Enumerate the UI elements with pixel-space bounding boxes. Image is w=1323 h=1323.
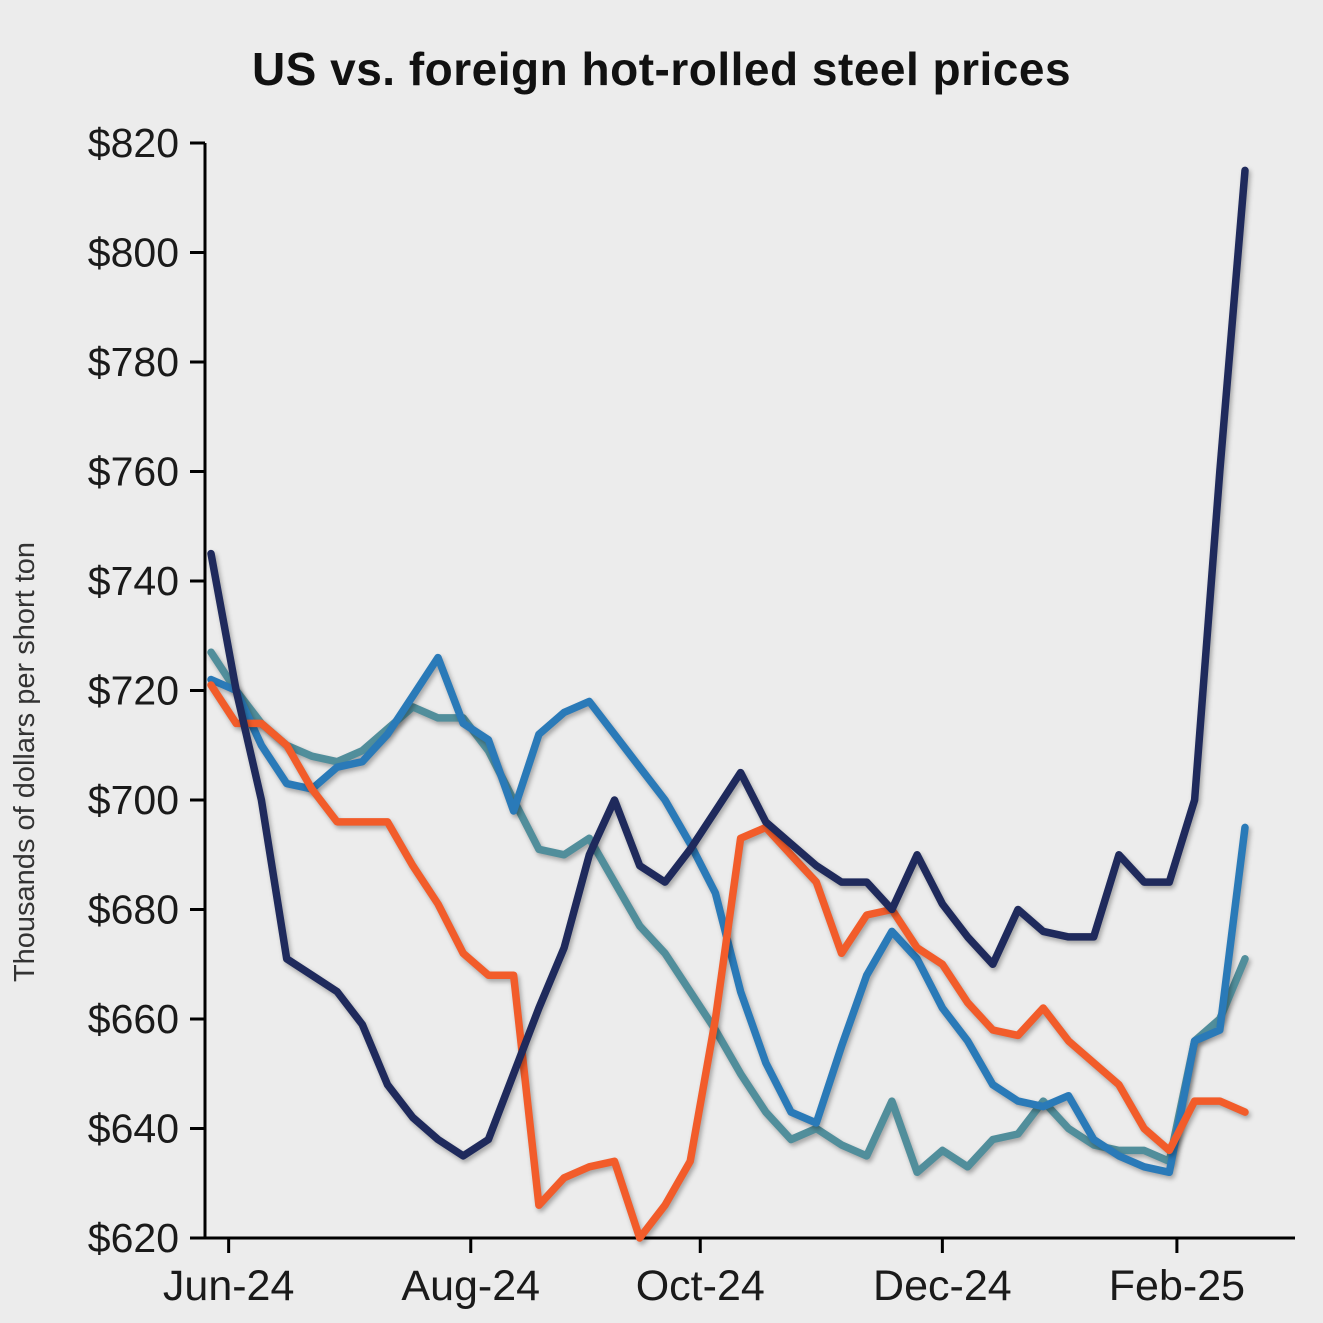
x-tick-label: Aug-24	[401, 1262, 540, 1310]
y-tick-label: $680	[88, 887, 179, 933]
line-series-teal	[207, 648, 1249, 1177]
chart-title: US vs. foreign hot-rolled steel prices	[251, 43, 1072, 95]
x-tick-label: Jun-24	[163, 1262, 294, 1310]
x-tick-label: Feb-25	[1109, 1262, 1245, 1310]
line-series-navy	[207, 166, 1249, 1160]
line-series-orange	[207, 681, 1249, 1242]
y-tick-label: $620	[88, 1215, 179, 1261]
y-tick-label: $800	[88, 230, 179, 276]
y-tick-label: $740	[88, 558, 179, 604]
y-axis-label: Thousands of dollars per short ton	[9, 542, 41, 982]
chart-render-root: $620 $640 $660 $680 $700 $720 $740 $760 $780 $800…	[88, 120, 1295, 1310]
y-tick-label: $640	[88, 1106, 179, 1152]
y-tick-label: $720	[88, 668, 179, 714]
y-tick-label: $700	[88, 777, 179, 823]
x-tick-label: Dec-24	[873, 1262, 1012, 1310]
x-tick-label: Oct-24	[636, 1262, 765, 1310]
y-tick-label: $820	[88, 120, 179, 166]
y-tick-label: $660	[88, 996, 179, 1042]
y-tick-label: $780	[88, 339, 179, 385]
y-tick-label: $760	[88, 449, 179, 495]
axis-lines	[203, 143, 1295, 1240]
